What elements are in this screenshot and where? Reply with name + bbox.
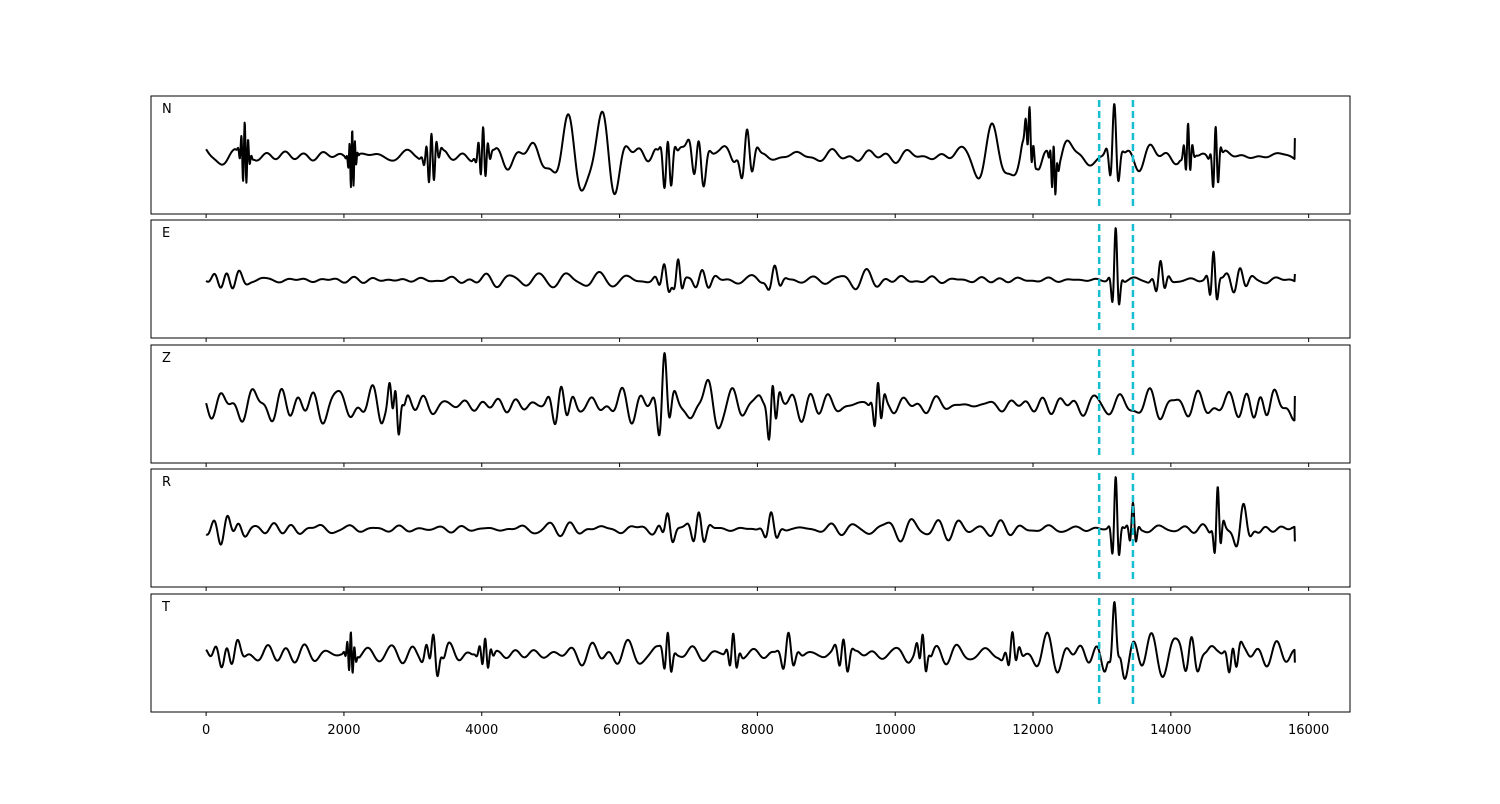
trace-line-e bbox=[205, 227, 1296, 306]
trace-line-r bbox=[205, 476, 1296, 556]
panel-e: E bbox=[150, 219, 1351, 342]
panel-r: R bbox=[150, 468, 1351, 591]
x-tick-label: 4000 bbox=[465, 723, 498, 738]
x-tick-label: 14000 bbox=[1150, 723, 1191, 738]
x-tick-label: 2000 bbox=[327, 723, 360, 738]
panel-label: R bbox=[162, 475, 171, 490]
panel-label: T bbox=[161, 600, 170, 615]
x-tick-label: 6000 bbox=[603, 723, 636, 738]
trace-line-z bbox=[205, 352, 1296, 441]
panel-label: Z bbox=[162, 351, 171, 366]
x-tick-label: 16000 bbox=[1288, 723, 1329, 738]
x-tick-label: 0 bbox=[202, 723, 210, 738]
panel-t: T bbox=[150, 593, 1351, 716]
trace-line-t bbox=[205, 601, 1296, 680]
x-tick-label: 10000 bbox=[875, 723, 916, 738]
panel-n: N bbox=[150, 95, 1351, 218]
panel-label: E bbox=[162, 226, 170, 241]
panel-label: N bbox=[162, 102, 172, 117]
trace-line-n bbox=[205, 103, 1296, 196]
x-tick-label: 12000 bbox=[1012, 723, 1053, 738]
panel-z: Z bbox=[150, 344, 1351, 467]
x-tick-label: 8000 bbox=[741, 723, 774, 738]
